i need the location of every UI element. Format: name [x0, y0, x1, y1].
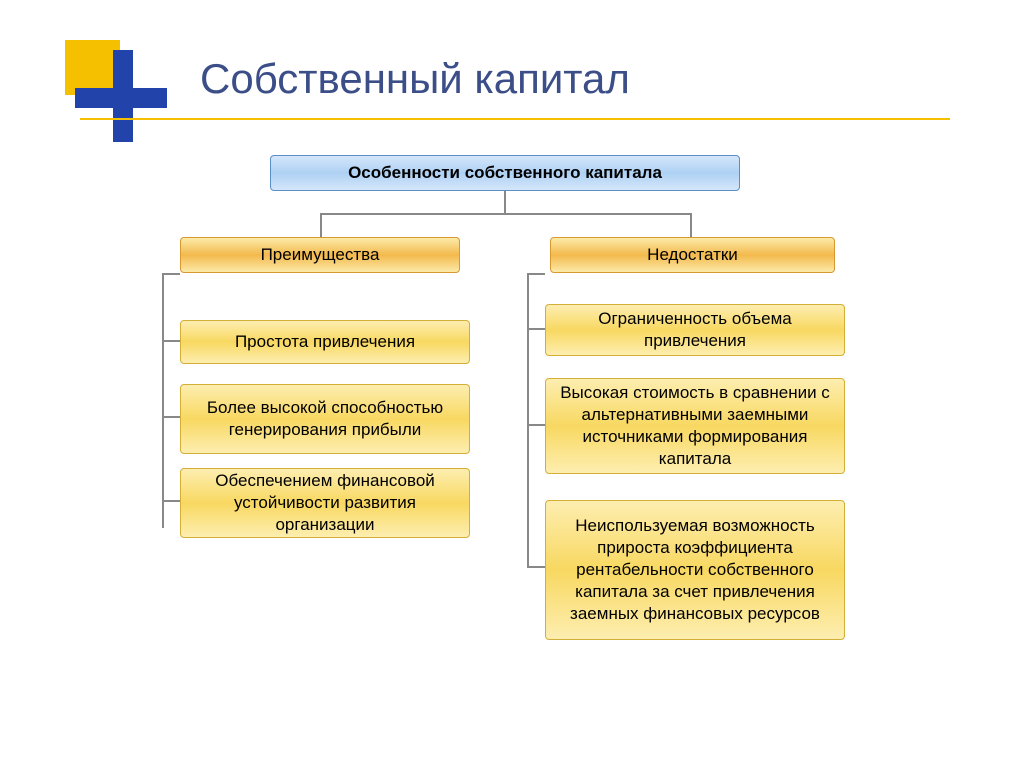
left-item: Более высокой способностью генерирования…	[180, 384, 470, 454]
right-item: Неиспользуемая возможность прироста коэф…	[545, 500, 845, 640]
connector	[320, 213, 692, 215]
left-column-header: Преимущества	[180, 237, 460, 273]
connector	[162, 273, 180, 275]
header-box: Особенности собственного капитала	[270, 155, 740, 191]
connector	[690, 213, 692, 237]
connector	[527, 328, 545, 330]
connector	[162, 340, 180, 342]
connector	[527, 273, 545, 275]
connector	[527, 424, 545, 426]
connector	[527, 566, 545, 568]
connector	[320, 213, 322, 237]
right-item: Ограниченность объема привлечения	[545, 304, 845, 356]
connector	[162, 416, 180, 418]
page-title: Собственный капитал	[200, 55, 630, 103]
logo-graphic	[65, 40, 175, 150]
connector	[162, 500, 180, 502]
connector	[162, 273, 164, 528]
left-item: Обеспечением финансовой устойчивости раз…	[180, 468, 470, 538]
connector	[504, 191, 506, 213]
right-column-header: Недостатки	[550, 237, 835, 273]
logo-yellow-square	[65, 40, 120, 95]
title-underline	[80, 118, 950, 120]
connector	[527, 273, 529, 568]
logo-blue-horizontal	[75, 88, 167, 108]
left-item: Простота привлечения	[180, 320, 470, 364]
right-item: Высокая стоимость в сравнении с альтерна…	[545, 378, 845, 474]
